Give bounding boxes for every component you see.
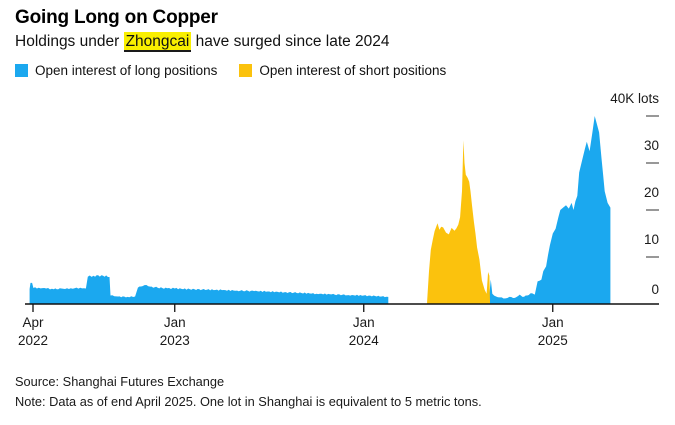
legend: Open interest of long positions Open int…	[15, 63, 468, 78]
y-axis-label-10: 10	[643, 232, 659, 247]
short-series-area	[427, 140, 490, 304]
short-series-swatch-icon	[239, 64, 253, 77]
x-axis-label-jan-2023: Jan 2023	[145, 314, 205, 350]
legend-item-short: Open interest of short positions	[239, 63, 446, 78]
legend-label-short: Open interest of short positions	[259, 63, 447, 78]
x-axis-label-apr-2022: Apr 2022	[3, 314, 63, 350]
chart-footer: Source: Shanghai Futures Exchange Note: …	[15, 372, 482, 412]
x-axis-label-jan-2024: Jan 2024	[334, 314, 394, 350]
y-axis-label-40: 40K lots	[610, 91, 659, 106]
x-axis-year: 2025	[537, 333, 568, 348]
x-axis-month: Jan	[541, 315, 564, 330]
y-axis-label-0: 0	[651, 282, 659, 297]
long-series-area	[486, 116, 611, 304]
x-axis-year: 2022	[17, 333, 49, 348]
long-series-area	[29, 275, 389, 304]
x-axis-label-jan-2025: Jan 2025	[523, 314, 583, 350]
legend-item-long: Open interest of long positions	[15, 63, 217, 78]
subtitle-highlighted-term: Zhongcai	[123, 32, 192, 52]
legend-label-long: Open interest of long positions	[35, 63, 218, 78]
data-note: Note: Data as of end April 2025. One lot…	[15, 394, 482, 409]
x-axis-year: 2023	[159, 333, 190, 348]
x-axis-month: Jan	[352, 315, 375, 330]
chart-subtitle: Holdings under Zhongcai have surged sinc…	[15, 32, 390, 52]
subtitle-text-suffix: have surged since late 2024	[191, 33, 390, 50]
subtitle-text-prefix: Holdings under	[15, 33, 124, 50]
chart-title: Going Long on Copper	[15, 7, 218, 28]
long-series-swatch-icon	[15, 64, 28, 77]
y-axis-label-30: 30	[643, 138, 659, 153]
x-axis-month: Apr	[22, 315, 44, 330]
y-axis-label-20: 20	[643, 185, 659, 200]
source-note: Source: Shanghai Futures Exchange	[15, 374, 225, 389]
x-axis-year: 2024	[348, 333, 379, 348]
x-axis-month: Jan	[163, 315, 186, 330]
